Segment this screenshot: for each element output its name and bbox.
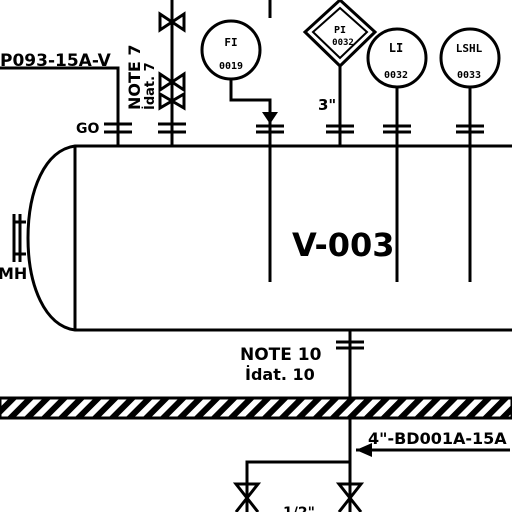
note7-sub: İdat. 7 [142, 62, 158, 110]
connection-label: GO [76, 121, 99, 137]
note10-sub: İdat. 10 [245, 365, 315, 384]
vessel-tag: V-003 [292, 226, 395, 264]
manhole-symbol [12, 214, 26, 262]
note10-label: NOTE 10 [240, 345, 322, 365]
drain-valve-icon [335, 482, 365, 501]
instrument-li[interactable]: LI 0032 [366, 27, 428, 146]
note7-label: NOTE 7 [125, 44, 144, 110]
internal-dip-pipes [268, 146, 472, 282]
note7-block: NOTE 7 İdat. 7 [125, 44, 158, 110]
svg-text:3": 3" [318, 96, 336, 114]
svg-text:0019: 0019 [219, 61, 243, 72]
svg-text:LI: LI [389, 41, 403, 55]
line-label-drain: 4"-BD001A-15A [368, 429, 507, 448]
vessel-v003[interactable] [26, 144, 512, 332]
inlet-line: GO [0, 66, 132, 146]
svg-text:0032: 0032 [384, 70, 408, 81]
gate-valve-icon [158, 11, 186, 33]
instrument-lshl[interactable]: LSHL 0033 [439, 27, 501, 146]
bottom-drain-line [232, 330, 510, 512]
valve-line-note7 [158, 0, 186, 146]
svg-text:FI: FI [224, 36, 237, 49]
svg-text:PI: PI [334, 25, 346, 36]
line-label-inlet: P093-15A-V [0, 51, 112, 71]
manhole-label: MH [0, 264, 27, 283]
gate-valve-icon [158, 91, 186, 111]
structural-beam-hatch [0, 396, 512, 420]
svg-text:LSHL: LSHL [456, 42, 483, 55]
drain-valve-icon [232, 482, 262, 501]
instrument-pi-diamond[interactable]: PI 0032 3" [302, 0, 378, 146]
gate-valve-icon [158, 71, 186, 93]
nozzle-size-drain: 1/2" [283, 505, 315, 512]
instrument-fi[interactable]: FI 0019 [200, 0, 284, 146]
svg-text:0032: 0032 [332, 38, 354, 48]
flow-arrow-icon [356, 443, 372, 457]
svg-text:0033: 0033 [457, 70, 481, 81]
